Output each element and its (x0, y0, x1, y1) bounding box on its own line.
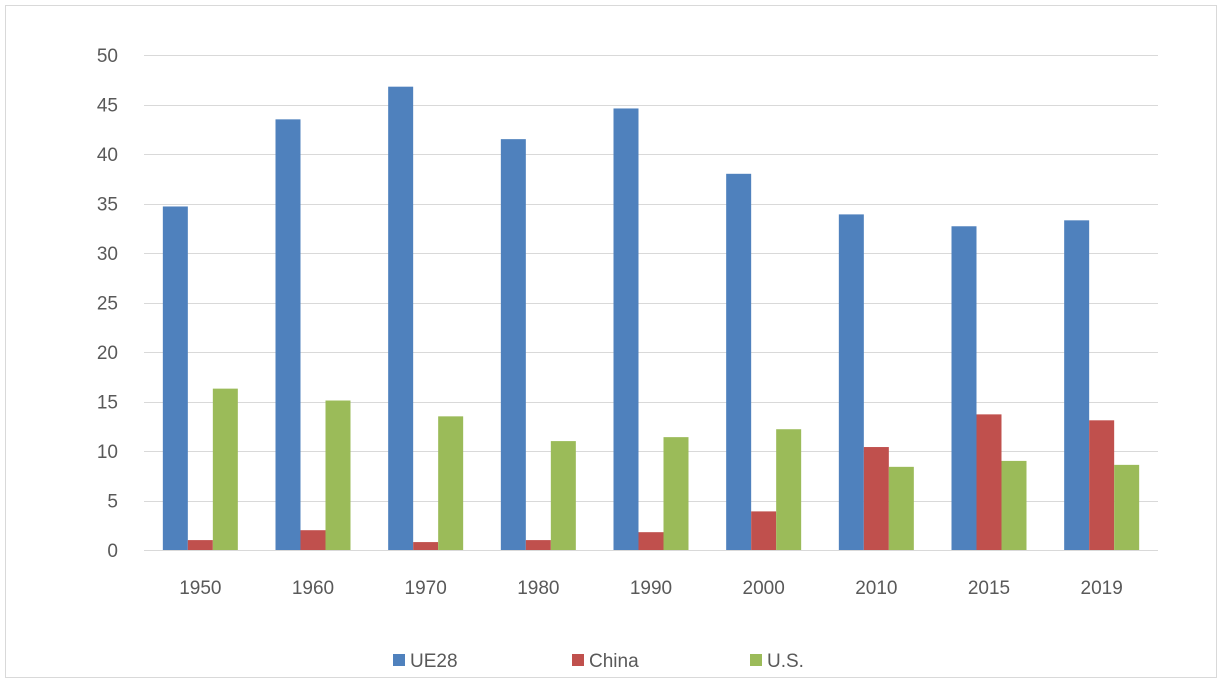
bar-us-2015 (1001, 460, 1027, 550)
bar-ue28-1980 (500, 139, 526, 550)
bar-ue28-2019 (1064, 220, 1090, 550)
bar-china-2019 (1089, 420, 1115, 550)
y-tick-label: 45 (97, 96, 118, 117)
bar-us-1950 (212, 388, 238, 550)
y-tick-label: 25 (97, 294, 118, 315)
x-tick-label: 1980 (517, 578, 559, 599)
bar-us-1990 (663, 437, 689, 550)
bar-ue28-1970 (388, 86, 414, 551)
x-tick-label: 2000 (743, 578, 785, 599)
bar-ue28-1990 (613, 108, 639, 551)
y-tick-label: 40 (97, 145, 118, 166)
bar-china-1950 (187, 540, 213, 550)
y-tick-label: 50 (97, 46, 118, 67)
y-tick-label: 35 (97, 195, 118, 216)
bar-ue28-2010 (838, 214, 864, 550)
bar-china-1970 (413, 542, 439, 550)
legend-swatch-china (572, 654, 584, 666)
legend-label: China (589, 651, 639, 672)
y-tick-label: 30 (97, 244, 118, 265)
bar-ue28-2015 (951, 226, 977, 550)
chart-frame (5, 5, 1217, 678)
legend-swatch-us (750, 654, 762, 666)
bar-china-1980 (525, 540, 551, 550)
bar-china-1990 (638, 532, 664, 550)
y-tick-label: 20 (97, 343, 118, 364)
y-tick-label: 10 (97, 442, 118, 463)
bar-ue28-1960 (275, 119, 301, 550)
x-tick-label: 1970 (405, 578, 447, 599)
bar-china-2000 (751, 511, 777, 550)
y-tick-label: 5 (107, 492, 118, 513)
legend-label: UE28 (410, 651, 458, 672)
legend-label: U.S. (767, 651, 804, 672)
x-tick-label: 1990 (630, 578, 672, 599)
bars (162, 86, 1140, 551)
x-tick-label: 1960 (292, 578, 334, 599)
x-tick-label: 2019 (1081, 578, 1123, 599)
bar-ue28-1950 (162, 206, 188, 550)
bar-us-2000 (776, 429, 802, 550)
bar-us-2010 (888, 466, 914, 550)
x-tick-label: 2010 (855, 578, 897, 599)
x-tick-label: 2015 (968, 578, 1010, 599)
bar-china-2010 (863, 447, 889, 550)
bar-us-1980 (550, 441, 576, 550)
bar-ue28-2000 (726, 173, 752, 551)
bar-us-1970 (438, 416, 464, 550)
bar-us-1960 (325, 400, 351, 550)
legend: UE28 China U.S. (393, 651, 804, 672)
bar-china-1960 (300, 530, 326, 550)
x-tick-label: 1950 (179, 578, 221, 599)
bar-us-2019 (1114, 464, 1140, 550)
y-tick-label: 15 (97, 393, 118, 414)
bar-china-2015 (976, 414, 1002, 550)
y-tick-label: 0 (107, 541, 118, 562)
legend-swatch-ue28 (393, 654, 405, 666)
axes: 0 5 10 15 20 25 30 35 40 45 50 1950 1960 1970 1980 1990… (97, 46, 1158, 599)
